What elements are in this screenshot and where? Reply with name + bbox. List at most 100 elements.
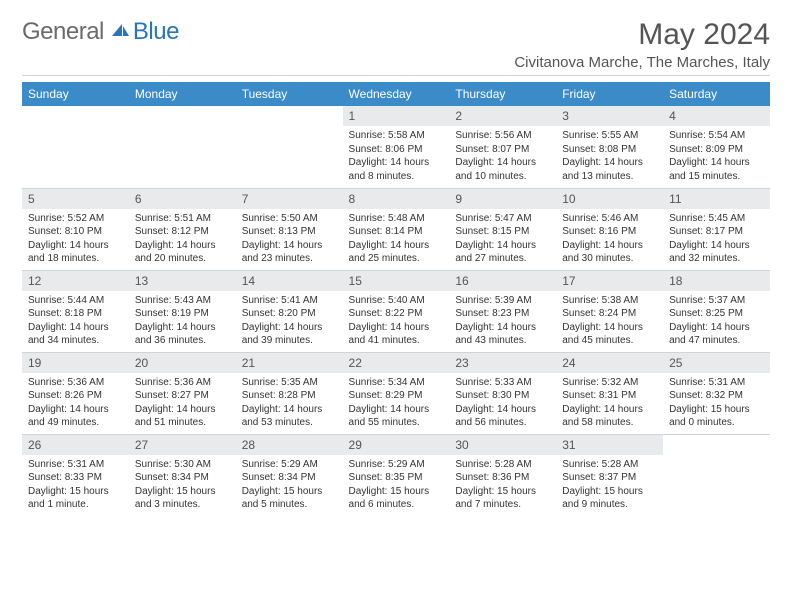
day-details: Sunrise: 5:38 AMSunset: 8:24 PMDaylight:… xyxy=(556,291,663,352)
day-number: 15 xyxy=(343,271,450,291)
day-number: 3 xyxy=(556,106,663,126)
day-details: Sunrise: 5:36 AMSunset: 8:26 PMDaylight:… xyxy=(22,373,129,434)
calendar-week-row: ......1Sunrise: 5:58 AMSunset: 8:06 PMDa… xyxy=(22,106,770,188)
calendar-day-cell: 30Sunrise: 5:28 AMSunset: 8:36 PMDayligh… xyxy=(449,434,556,516)
day-number: 7 xyxy=(236,189,343,209)
day-number: 13 xyxy=(129,271,236,291)
day-number: 6 xyxy=(129,189,236,209)
brand-part1: General xyxy=(22,18,104,46)
day-details: Sunrise: 5:50 AMSunset: 8:13 PMDaylight:… xyxy=(236,209,343,270)
day-number: 10 xyxy=(556,189,663,209)
calendar-day-cell: 9Sunrise: 5:47 AMSunset: 8:15 PMDaylight… xyxy=(449,188,556,270)
day-number: 12 xyxy=(22,271,129,291)
calendar-day-cell: 25Sunrise: 5:31 AMSunset: 8:32 PMDayligh… xyxy=(663,352,770,434)
calendar-day-cell: .. xyxy=(236,106,343,188)
day-number: 23 xyxy=(449,353,556,373)
location: Civitanova Marche, The Marches, Italy xyxy=(514,54,770,71)
day-number: 26 xyxy=(22,435,129,455)
day-details: Sunrise: 5:35 AMSunset: 8:28 PMDaylight:… xyxy=(236,373,343,434)
title-block: May 2024 Civitanova Marche, The Marches,… xyxy=(514,18,770,71)
calendar-day-cell: 15Sunrise: 5:40 AMSunset: 8:22 PMDayligh… xyxy=(343,270,450,352)
day-details: Sunrise: 5:58 AMSunset: 8:06 PMDaylight:… xyxy=(343,126,450,187)
day-details: Sunrise: 5:40 AMSunset: 8:22 PMDaylight:… xyxy=(343,291,450,352)
day-details: Sunrise: 5:37 AMSunset: 8:25 PMDaylight:… xyxy=(663,291,770,352)
brand-sail-icon xyxy=(109,20,131,45)
day-number: 28 xyxy=(236,435,343,455)
day-number: 4 xyxy=(663,106,770,126)
day-number: 19 xyxy=(22,353,129,373)
day-details: Sunrise: 5:51 AMSunset: 8:12 PMDaylight:… xyxy=(129,209,236,270)
day-details: Sunrise: 5:31 AMSunset: 8:32 PMDaylight:… xyxy=(663,373,770,434)
day-number: 9 xyxy=(449,189,556,209)
calendar-day-cell: .. xyxy=(663,434,770,516)
calendar-day-cell: 3Sunrise: 5:55 AMSunset: 8:08 PMDaylight… xyxy=(556,106,663,188)
calendar-day-cell: 28Sunrise: 5:29 AMSunset: 8:34 PMDayligh… xyxy=(236,434,343,516)
day-number: 22 xyxy=(343,353,450,373)
day-number: 11 xyxy=(663,189,770,209)
day-details: Sunrise: 5:32 AMSunset: 8:31 PMDaylight:… xyxy=(556,373,663,434)
day-details: Sunrise: 5:52 AMSunset: 8:10 PMDaylight:… xyxy=(22,209,129,270)
day-number: 17 xyxy=(556,271,663,291)
day-number: 30 xyxy=(449,435,556,455)
calendar-day-cell: 26Sunrise: 5:31 AMSunset: 8:33 PMDayligh… xyxy=(22,434,129,516)
calendar-day-cell: 1Sunrise: 5:58 AMSunset: 8:06 PMDaylight… xyxy=(343,106,450,188)
day-number: 29 xyxy=(343,435,450,455)
day-details: Sunrise: 5:41 AMSunset: 8:20 PMDaylight:… xyxy=(236,291,343,352)
day-number: 8 xyxy=(343,189,450,209)
day-details: Sunrise: 5:48 AMSunset: 8:14 PMDaylight:… xyxy=(343,209,450,270)
month-title: May 2024 xyxy=(514,18,770,52)
day-number: 25 xyxy=(663,353,770,373)
weekday-header: Monday xyxy=(129,82,236,106)
day-details: Sunrise: 5:28 AMSunset: 8:36 PMDaylight:… xyxy=(449,455,556,516)
calendar-day-cell: 6Sunrise: 5:51 AMSunset: 8:12 PMDaylight… xyxy=(129,188,236,270)
weekday-header: Friday xyxy=(556,82,663,106)
calendar-day-cell: 11Sunrise: 5:45 AMSunset: 8:17 PMDayligh… xyxy=(663,188,770,270)
day-details: Sunrise: 5:56 AMSunset: 8:07 PMDaylight:… xyxy=(449,126,556,187)
day-number: 21 xyxy=(236,353,343,373)
day-details: Sunrise: 5:47 AMSunset: 8:15 PMDaylight:… xyxy=(449,209,556,270)
day-number: 2 xyxy=(449,106,556,126)
day-number: 24 xyxy=(556,353,663,373)
day-number: 27 xyxy=(129,435,236,455)
calendar-day-cell: 10Sunrise: 5:46 AMSunset: 8:16 PMDayligh… xyxy=(556,188,663,270)
day-details: Sunrise: 5:43 AMSunset: 8:19 PMDaylight:… xyxy=(129,291,236,352)
calendar-day-cell: 31Sunrise: 5:28 AMSunset: 8:37 PMDayligh… xyxy=(556,434,663,516)
calendar-week-row: 26Sunrise: 5:31 AMSunset: 8:33 PMDayligh… xyxy=(22,434,770,516)
day-number: 14 xyxy=(236,271,343,291)
day-details: Sunrise: 5:28 AMSunset: 8:37 PMDaylight:… xyxy=(556,455,663,516)
calendar-day-cell: 22Sunrise: 5:34 AMSunset: 8:29 PMDayligh… xyxy=(343,352,450,434)
day-details: Sunrise: 5:30 AMSunset: 8:34 PMDaylight:… xyxy=(129,455,236,516)
day-details: Sunrise: 5:33 AMSunset: 8:30 PMDaylight:… xyxy=(449,373,556,434)
brand-part2: Blue xyxy=(133,18,179,46)
calendar-day-cell: .. xyxy=(22,106,129,188)
day-details: Sunrise: 5:45 AMSunset: 8:17 PMDaylight:… xyxy=(663,209,770,270)
calendar-day-cell: 12Sunrise: 5:44 AMSunset: 8:18 PMDayligh… xyxy=(22,270,129,352)
calendar-day-cell: 18Sunrise: 5:37 AMSunset: 8:25 PMDayligh… xyxy=(663,270,770,352)
calendar-day-cell: 4Sunrise: 5:54 AMSunset: 8:09 PMDaylight… xyxy=(663,106,770,188)
calendar-table: Sunday Monday Tuesday Wednesday Thursday… xyxy=(22,82,770,516)
day-number: 31 xyxy=(556,435,663,455)
calendar-day-cell: 16Sunrise: 5:39 AMSunset: 8:23 PMDayligh… xyxy=(449,270,556,352)
weekday-row: Sunday Monday Tuesday Wednesday Thursday… xyxy=(22,82,770,106)
day-number: 16 xyxy=(449,271,556,291)
header: General Blue May 2024 Civitanova Marche,… xyxy=(22,18,770,71)
calendar-day-cell: 27Sunrise: 5:30 AMSunset: 8:34 PMDayligh… xyxy=(129,434,236,516)
calendar-day-cell: 5Sunrise: 5:52 AMSunset: 8:10 PMDaylight… xyxy=(22,188,129,270)
day-details: Sunrise: 5:29 AMSunset: 8:35 PMDaylight:… xyxy=(343,455,450,516)
weekday-header: Thursday xyxy=(449,82,556,106)
calendar-day-cell: 8Sunrise: 5:48 AMSunset: 8:14 PMDaylight… xyxy=(343,188,450,270)
calendar-day-cell: 2Sunrise: 5:56 AMSunset: 8:07 PMDaylight… xyxy=(449,106,556,188)
calendar-day-cell: 7Sunrise: 5:50 AMSunset: 8:13 PMDaylight… xyxy=(236,188,343,270)
calendar-day-cell: 24Sunrise: 5:32 AMSunset: 8:31 PMDayligh… xyxy=(556,352,663,434)
calendar-day-cell: 23Sunrise: 5:33 AMSunset: 8:30 PMDayligh… xyxy=(449,352,556,434)
day-details: Sunrise: 5:31 AMSunset: 8:33 PMDaylight:… xyxy=(22,455,129,516)
calendar-day-cell: 17Sunrise: 5:38 AMSunset: 8:24 PMDayligh… xyxy=(556,270,663,352)
day-number: 18 xyxy=(663,271,770,291)
day-details: Sunrise: 5:29 AMSunset: 8:34 PMDaylight:… xyxy=(236,455,343,516)
day-details: Sunrise: 5:36 AMSunset: 8:27 PMDaylight:… xyxy=(129,373,236,434)
day-details: Sunrise: 5:34 AMSunset: 8:29 PMDaylight:… xyxy=(343,373,450,434)
calendar-week-row: 19Sunrise: 5:36 AMSunset: 8:26 PMDayligh… xyxy=(22,352,770,434)
calendar-day-cell: 13Sunrise: 5:43 AMSunset: 8:19 PMDayligh… xyxy=(129,270,236,352)
day-number: 5 xyxy=(22,189,129,209)
day-details: Sunrise: 5:54 AMSunset: 8:09 PMDaylight:… xyxy=(663,126,770,187)
